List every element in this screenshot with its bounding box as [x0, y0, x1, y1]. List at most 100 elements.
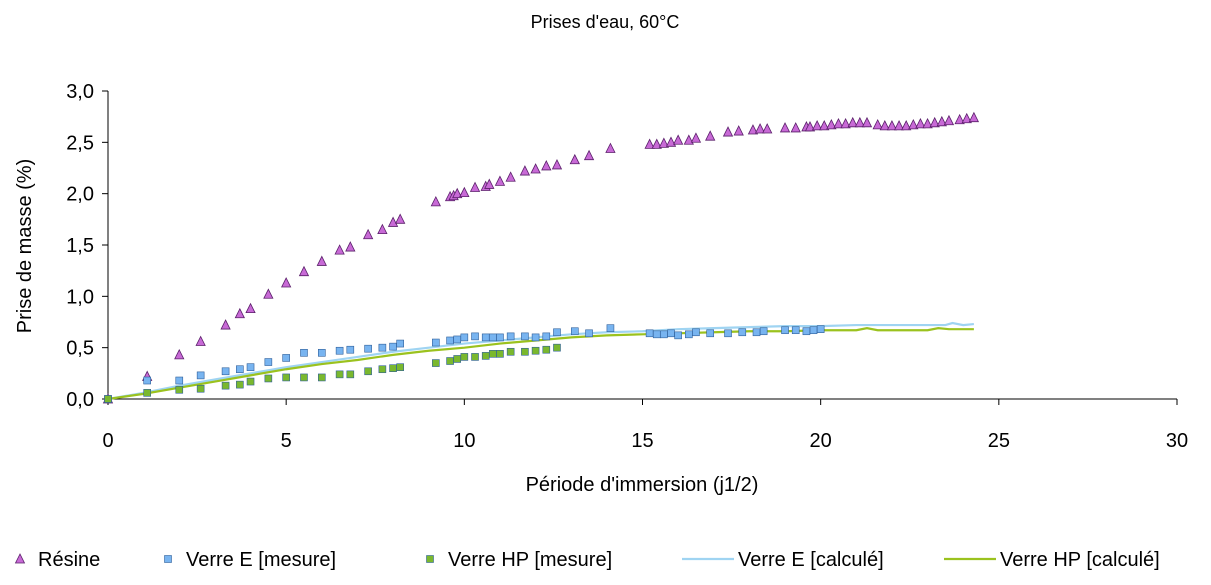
- data-point: [246, 377, 255, 386]
- data-point: [553, 343, 561, 352]
- data-point: [298, 265, 310, 277]
- data-point: [816, 325, 825, 333]
- data-point: [389, 342, 397, 351]
- data-point: [432, 338, 440, 347]
- x-tick-label: 30: [1166, 430, 1188, 452]
- data-point: [494, 175, 506, 186]
- data-point: [460, 333, 469, 342]
- data-point: [234, 307, 245, 319]
- x-tick-label: 5: [281, 430, 292, 452]
- data-point: [220, 319, 231, 330]
- data-point: [542, 345, 551, 354]
- data-point: [943, 114, 955, 126]
- x-axis-label: Période d'immersion (j1/2): [526, 474, 759, 496]
- data-point: [674, 331, 682, 340]
- data-point: [521, 332, 529, 341]
- data-point: [396, 339, 404, 348]
- data-point: [196, 371, 205, 380]
- data-point: [453, 335, 462, 344]
- y-tick-label: 3,0: [66, 81, 94, 103]
- x-tick-label: 10: [453, 430, 475, 452]
- data-point: [570, 327, 579, 336]
- data-point: [263, 288, 274, 299]
- data-point: [387, 216, 399, 227]
- data-point: [282, 354, 290, 362]
- series-0: [102, 111, 980, 404]
- data-point: [281, 277, 292, 288]
- data-point: [683, 134, 694, 145]
- data-point: [961, 112, 972, 124]
- legend-item: Verre HP [calculé]: [944, 549, 1160, 571]
- data-point: [802, 327, 811, 336]
- data-point: [469, 181, 481, 192]
- data-point: [396, 363, 404, 371]
- data-point: [196, 384, 205, 393]
- data-point: [542, 332, 551, 341]
- data-point: [346, 370, 355, 379]
- data-point: [901, 120, 912, 131]
- data-point: [300, 348, 308, 357]
- series-1: [104, 324, 825, 403]
- legend-label: Verre HP [mesure]: [448, 549, 612, 571]
- data-point: [685, 330, 693, 339]
- data-point: [246, 363, 255, 371]
- data-point: [724, 329, 732, 338]
- data-point: [872, 118, 883, 130]
- data-point: [759, 327, 768, 336]
- data-point: [583, 149, 595, 161]
- data-point: [346, 345, 355, 354]
- data-point: [553, 328, 561, 337]
- data-point: [364, 344, 372, 353]
- data-point: [541, 160, 552, 171]
- data-point: [922, 117, 933, 129]
- data-point: [738, 328, 747, 337]
- data-point: [893, 120, 905, 131]
- data-point: [484, 178, 495, 189]
- data-point: [264, 358, 273, 366]
- x-tick-label: 15: [631, 430, 653, 452]
- data-point: [506, 347, 515, 356]
- data-point: [790, 122, 801, 133]
- data-point: [672, 134, 684, 145]
- data-point: [489, 350, 497, 358]
- data-point: [364, 367, 372, 376]
- series-4: [107, 327, 974, 401]
- legend-marker-symbol: [14, 553, 26, 564]
- data-point: [569, 153, 580, 165]
- data-point: [781, 326, 789, 335]
- legend-label: Verre HP [calculé]: [1000, 549, 1160, 571]
- data-point: [481, 333, 490, 342]
- data-point: [195, 335, 206, 346]
- data-point: [378, 343, 387, 352]
- data-point: [264, 374, 273, 383]
- data-point: [660, 330, 668, 339]
- data-point: [175, 376, 184, 385]
- y-tick-label: 2,0: [66, 184, 94, 206]
- data-point: [733, 125, 744, 136]
- data-point: [954, 113, 965, 125]
- data-point: [651, 138, 662, 149]
- chart-title: Prises d'eau, 60°C: [531, 12, 680, 32]
- data-point: [645, 329, 654, 338]
- data-point: [833, 117, 844, 129]
- x-tick-label: 20: [810, 430, 832, 452]
- data-point: [395, 213, 406, 224]
- data-point: [665, 136, 677, 147]
- data-point: [430, 195, 441, 207]
- legend-item: Verre HP [mesure]: [426, 549, 612, 571]
- data-point: [809, 326, 818, 335]
- y-axis-label: Prise de masse (%): [14, 159, 36, 334]
- data-point: [335, 370, 344, 379]
- data-point: [606, 324, 615, 332]
- data-point: [496, 333, 504, 342]
- data-point: [317, 348, 326, 357]
- data-point: [915, 117, 926, 129]
- data-point: [506, 332, 515, 341]
- legend: Résine Verre E [mesure] Verre HP [mesure] V…: [14, 549, 1160, 571]
- data-point: [460, 353, 469, 361]
- data-point: [446, 357, 454, 365]
- data-point: [706, 329, 715, 338]
- legend-label: Verre E [mesure]: [186, 549, 336, 571]
- data-point: [362, 228, 374, 240]
- data-point: [104, 395, 112, 403]
